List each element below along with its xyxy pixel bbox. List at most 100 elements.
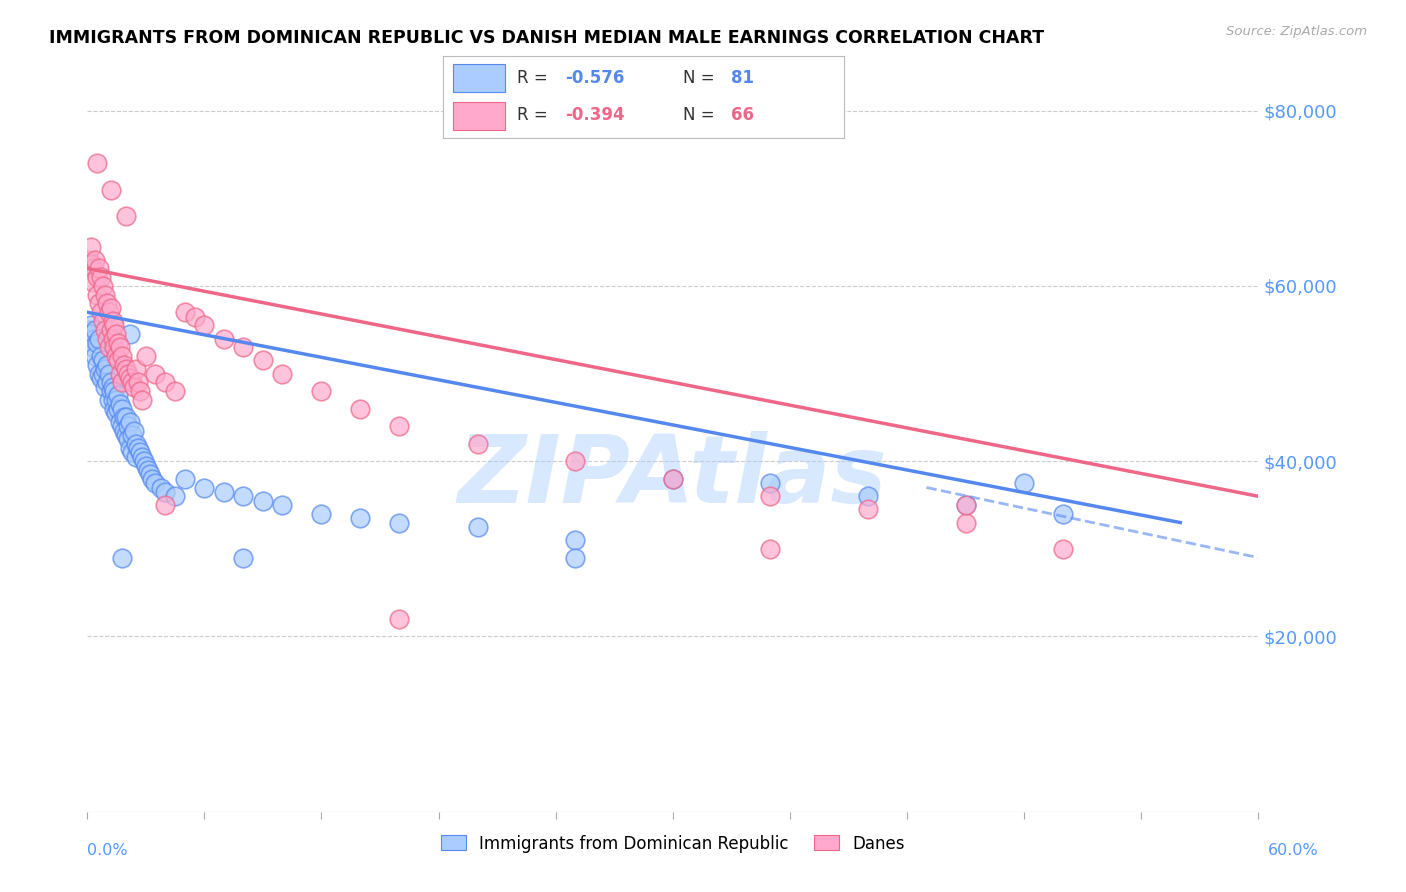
- Point: [155, 498, 177, 512]
- Point: [150, 481, 173, 495]
- Point: [101, 314, 124, 328]
- Point: [87, 367, 110, 381]
- Point: [103, 401, 125, 416]
- Point: [141, 472, 163, 486]
- Point: [136, 463, 159, 477]
- Point: [163, 489, 186, 503]
- Point: [128, 384, 150, 398]
- Text: -0.576: -0.576: [565, 70, 624, 87]
- Point: [115, 209, 138, 223]
- Point: [86, 358, 108, 372]
- Point: [115, 410, 138, 425]
- Point: [232, 340, 254, 354]
- Point: [122, 424, 145, 438]
- Point: [100, 183, 122, 197]
- Point: [467, 436, 489, 450]
- Point: [97, 340, 120, 354]
- Point: [107, 401, 129, 416]
- Point: [82, 261, 104, 276]
- Point: [232, 489, 254, 503]
- Point: [84, 349, 107, 363]
- Point: [97, 367, 120, 381]
- Point: [111, 550, 134, 565]
- Text: N =: N =: [683, 106, 720, 124]
- Point: [86, 156, 108, 170]
- Point: [87, 296, 110, 310]
- Point: [103, 384, 125, 398]
- Point: [105, 406, 128, 420]
- Point: [100, 384, 122, 398]
- Point: [125, 362, 148, 376]
- Text: IMMIGRANTS FROM DOMINICAN REPUBLIC VS DANISH MEDIAN MALE EARNINGS CORRELATION CH: IMMIGRANTS FROM DOMINICAN REPUBLIC VS DA…: [49, 29, 1045, 46]
- Point: [349, 401, 371, 416]
- Legend: Immigrants from Dominican Republic, Danes: Immigrants from Dominican Republic, Dane…: [434, 828, 911, 859]
- Point: [90, 305, 112, 319]
- Point: [96, 376, 118, 390]
- Point: [122, 380, 145, 394]
- Point: [117, 367, 139, 381]
- Point: [955, 498, 977, 512]
- Point: [82, 340, 104, 354]
- Point: [93, 380, 115, 394]
- Point: [173, 305, 195, 319]
- Point: [93, 323, 115, 337]
- Point: [80, 318, 103, 333]
- Point: [110, 397, 132, 411]
- Point: [856, 502, 879, 516]
- Text: 60.0%: 60.0%: [1268, 843, 1319, 857]
- Point: [252, 353, 274, 368]
- Point: [93, 287, 115, 301]
- Point: [111, 401, 134, 416]
- Point: [107, 335, 129, 350]
- Point: [252, 493, 274, 508]
- Point: [1052, 507, 1074, 521]
- Text: ZIPAtlas: ZIPAtlas: [458, 431, 887, 523]
- Point: [112, 424, 135, 438]
- Point: [193, 481, 215, 495]
- Point: [564, 550, 586, 565]
- Point: [120, 415, 142, 429]
- Point: [96, 332, 118, 346]
- Point: [93, 362, 115, 376]
- Point: [1012, 476, 1035, 491]
- Text: N =: N =: [683, 70, 720, 87]
- Point: [100, 301, 122, 315]
- Point: [388, 612, 411, 626]
- Point: [271, 498, 294, 512]
- Point: [107, 388, 129, 402]
- Point: [77, 252, 100, 267]
- Point: [145, 367, 167, 381]
- Point: [111, 419, 134, 434]
- Point: [111, 349, 134, 363]
- Point: [101, 332, 124, 346]
- Text: 81: 81: [731, 70, 755, 87]
- Point: [110, 367, 132, 381]
- Point: [127, 376, 149, 390]
- Point: [388, 516, 411, 530]
- Point: [125, 450, 148, 464]
- Point: [100, 323, 122, 337]
- Point: [110, 415, 132, 429]
- Point: [120, 371, 142, 385]
- Point: [91, 367, 114, 381]
- Point: [155, 484, 177, 499]
- Point: [120, 327, 142, 342]
- Point: [1052, 541, 1074, 556]
- Point: [183, 310, 205, 324]
- Point: [90, 371, 112, 385]
- Point: [86, 270, 108, 285]
- Point: [349, 511, 371, 525]
- Point: [87, 332, 110, 346]
- Point: [232, 550, 254, 565]
- Point: [759, 541, 782, 556]
- Point: [86, 335, 108, 350]
- Point: [105, 392, 128, 407]
- Point: [80, 257, 103, 271]
- Point: [131, 450, 153, 464]
- Point: [128, 445, 150, 459]
- Point: [564, 533, 586, 547]
- Point: [271, 367, 294, 381]
- Point: [120, 441, 142, 455]
- Point: [84, 252, 107, 267]
- Point: [105, 327, 128, 342]
